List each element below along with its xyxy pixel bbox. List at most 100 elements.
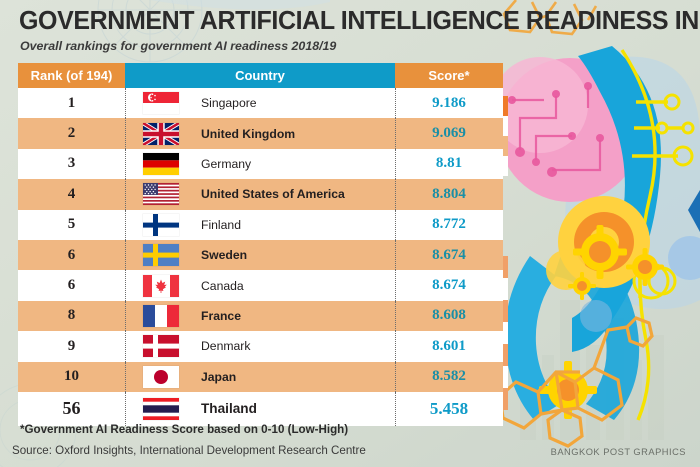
cell-rank: 2: [67, 125, 76, 142]
column-divider: [125, 179, 126, 210]
cell-score: 8.674: [432, 277, 466, 294]
flag-united-states-icon: [125, 183, 197, 206]
country-name: Germany: [201, 156, 252, 171]
cell-country: United States of America: [125, 183, 395, 206]
column-divider: [395, 331, 396, 362]
table-row: 10 Japan 8.582: [18, 361, 503, 392]
cell-country: Sweden: [125, 244, 395, 267]
cell-rank: 4: [67, 185, 76, 202]
table-row: 9 Denmark 8.601: [18, 331, 503, 362]
column-divider: [125, 300, 126, 332]
cell-country: Thailand: [125, 397, 395, 420]
country-name: Finland: [201, 217, 241, 232]
table-row: 56 Thailand 5.458: [18, 391, 503, 426]
column-divider: [125, 118, 126, 149]
table-row: 5 Finland 8.772: [18, 209, 503, 240]
cell-score: 9.186: [432, 94, 466, 111]
column-header-rank: Rank (of 194): [18, 63, 125, 88]
page-subtitle: Overall rankings for government AI readi…: [20, 39, 337, 53]
cell-rank: 10: [64, 368, 79, 385]
column-divider: [125, 239, 126, 271]
cell-rank: 6: [67, 246, 76, 263]
country-name: Canada: [201, 278, 244, 293]
column-divider: [125, 331, 126, 362]
country-name: United Kingdom: [201, 126, 296, 141]
flag-united-kingdom-icon: [125, 120, 197, 147]
flag-denmark-icon: [125, 335, 197, 358]
cell-country: Germany: [125, 152, 395, 175]
cell-score: 8.601: [432, 337, 466, 354]
column-header-country: Country: [125, 63, 395, 88]
column-divider: [395, 118, 396, 149]
cell-country: Finland: [125, 213, 395, 236]
table-row: 1 Singapore 9.186: [18, 88, 503, 119]
cell-score: 8.772: [432, 216, 466, 233]
flag-sweden-icon: [125, 244, 197, 267]
column-divider: [395, 179, 396, 210]
column-divider: [395, 239, 396, 271]
cell-score: 8.582: [432, 368, 466, 385]
table-header-row: Rank (of 194) Country Score*: [18, 63, 503, 88]
flag-canada-icon: [125, 274, 197, 297]
table-row: 3 Germany 8.81: [18, 148, 503, 180]
cell-country: United Kingdom: [125, 120, 395, 147]
table-row: 6 Canada 8.674: [18, 270, 503, 301]
flag-singapore-icon: [125, 92, 197, 115]
column-divider: [395, 361, 396, 392]
table-body: 1 Singapore 9.186 2 United Kingdom 9.069 3 Ge…: [18, 88, 503, 426]
flag-thailand-icon: [125, 397, 197, 420]
table-row: 6 Sweden 8.674: [18, 239, 503, 271]
cell-rank: 9: [67, 337, 76, 354]
score-footnote: *Government AI Readiness Score based on …: [20, 423, 349, 436]
column-divider: [395, 391, 396, 426]
flag-finland-icon: [125, 213, 197, 236]
cell-rank: 6: [67, 277, 76, 294]
country-name: Sweden: [201, 248, 248, 263]
column-divider: [395, 300, 396, 332]
column-divider: [125, 270, 126, 301]
cell-score: 8.804: [432, 185, 466, 202]
cell-score: 8.608: [432, 307, 466, 324]
rankings-table: Rank (of 194) Country Score* 1 Singapore…: [18, 63, 503, 426]
column-divider: [395, 270, 396, 301]
flag-japan-icon: [125, 365, 197, 388]
cell-score: 5.458: [429, 398, 469, 418]
cell-rank: 5: [67, 216, 76, 233]
cell-rank: 3: [67, 155, 76, 172]
country-name: United States of America: [201, 187, 345, 202]
cell-score: 8.674: [432, 246, 466, 263]
column-divider: [125, 391, 126, 426]
table-row: 4 United States of America 8.804: [18, 179, 503, 210]
country-name: France: [201, 308, 241, 323]
column-divider: [395, 88, 396, 119]
cell-score: 8.81: [435, 155, 463, 172]
cell-country: Canada: [125, 274, 395, 297]
table-row: 2 United Kingdom 9.069: [18, 118, 503, 149]
flag-france-icon: [125, 304, 197, 327]
page-title: GOVERNMENT ARTIFICIAL INTELLIGENCE READI…: [19, 7, 700, 35]
column-divider: [125, 361, 126, 392]
cell-rank: 8: [67, 307, 76, 324]
table-row: 8 France 8.608: [18, 300, 503, 332]
country-name: Thailand: [201, 401, 257, 417]
country-name: Japan: [201, 369, 237, 384]
cell-country: France: [125, 304, 395, 327]
cell-score: 9.069: [432, 125, 466, 142]
cell-country: Japan: [125, 365, 395, 388]
cell-country: Denmark: [125, 335, 395, 358]
cell-rank: 1: [67, 94, 76, 111]
column-divider: [395, 209, 396, 240]
country-name: Denmark: [201, 339, 251, 354]
column-divider: [125, 148, 126, 180]
country-name: Singapore: [201, 96, 257, 111]
column-divider: [125, 209, 126, 240]
column-divider: [395, 148, 396, 180]
flag-germany-icon: [125, 152, 197, 175]
cell-rank: 56: [62, 398, 81, 419]
graphics-credit: BANGKOK POST GRAPHICS: [550, 447, 686, 457]
cell-country: Singapore: [125, 92, 395, 115]
column-header-score: Score*: [395, 63, 503, 88]
source-line: Source: Oxford Insights, International D…: [12, 444, 366, 457]
column-divider: [125, 88, 126, 119]
